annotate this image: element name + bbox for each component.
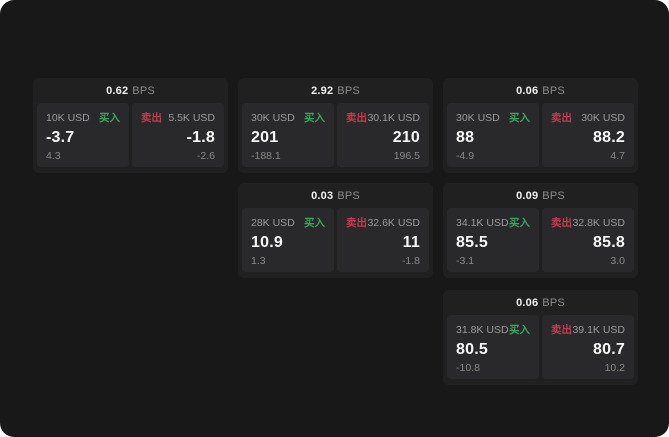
buy-delta: 1.3 bbox=[251, 254, 266, 267]
spread-value: 0.09 bbox=[516, 189, 539, 202]
buy-amount: 10K USD bbox=[46, 111, 90, 124]
quote-card[interactable]: 0.03 BPS 28K USD 买入 10.9 1.3 卖出 32.6K US… bbox=[238, 183, 433, 278]
sell-delta: -2.6 bbox=[196, 149, 215, 162]
sell-side-label: 卖出 bbox=[551, 112, 572, 124]
sell-amount: 5.5K USD bbox=[168, 111, 215, 124]
sell-amount: 30K USD bbox=[581, 111, 625, 124]
sell-side-label: 卖出 bbox=[141, 112, 162, 124]
quote-card[interactable]: 2.92 BPS 30K USD 买入 201 -188.1 卖出 30.1K … bbox=[238, 78, 433, 173]
buy-side-label: 买入 bbox=[304, 112, 325, 124]
buy-panel[interactable]: 34.1K USD 买入 85.5 -3.1 bbox=[447, 208, 539, 272]
buy-side-label: 买入 bbox=[509, 324, 530, 336]
spread-header: 0.06 BPS bbox=[443, 290, 638, 315]
sell-side-label: 卖出 bbox=[551, 217, 572, 229]
buy-side-label: 买入 bbox=[509, 112, 530, 124]
sell-delta: -1.8 bbox=[401, 254, 420, 267]
buy-price: 85.5 bbox=[456, 233, 488, 251]
spread-header: 0.06 BPS bbox=[443, 78, 638, 103]
quote-card[interactable]: 0.09 BPS 34.1K USD 买入 85.5 -3.1 卖出 32.8K… bbox=[443, 183, 638, 278]
buy-panel[interactable]: 31.8K USD 买入 80.5 -10.8 bbox=[447, 315, 539, 379]
sell-side-label: 卖出 bbox=[551, 324, 572, 336]
buy-side-label: 买入 bbox=[509, 217, 530, 229]
sell-price: 85.8 bbox=[593, 233, 625, 251]
buy-price: 88 bbox=[456, 128, 475, 146]
buy-amount: 31.8K USD bbox=[456, 323, 509, 336]
spread-unit-label: BPS bbox=[132, 84, 155, 97]
buy-amount: 30K USD bbox=[251, 111, 295, 124]
spread-unit-label: BPS bbox=[337, 84, 360, 97]
sell-delta: 10.2 bbox=[604, 361, 625, 374]
sell-panel[interactable]: 卖出 5.5K USD -1.8 -2.6 bbox=[132, 103, 224, 167]
quote-card[interactable]: 0.62 BPS 10K USD 买入 -3.7 4.3 卖出 5.5K USD… bbox=[33, 78, 228, 173]
sell-panel[interactable]: 卖出 32.6K USD 11 -1.8 bbox=[337, 208, 429, 272]
spread-header: 0.09 BPS bbox=[443, 183, 638, 208]
sell-panel[interactable]: 卖出 30.1K USD 210 196.5 bbox=[337, 103, 429, 167]
spread-unit-label: BPS bbox=[337, 189, 360, 202]
spread-header: 2.92 BPS bbox=[238, 78, 433, 103]
spread-unit-label: BPS bbox=[542, 189, 565, 202]
sell-delta: 4.7 bbox=[610, 149, 625, 162]
buy-panel[interactable]: 10K USD 买入 -3.7 4.3 bbox=[37, 103, 129, 167]
buy-side-label: 买入 bbox=[99, 112, 120, 124]
buy-price: 10.9 bbox=[251, 233, 283, 251]
spread-value: 0.03 bbox=[311, 189, 334, 202]
spread-value: 0.62 bbox=[106, 84, 129, 97]
sell-side-label: 卖出 bbox=[346, 112, 367, 124]
sell-amount: 39.1K USD bbox=[572, 323, 625, 336]
sell-price: 11 bbox=[402, 233, 420, 251]
buy-delta: -3.1 bbox=[456, 254, 475, 267]
buy-price: 201 bbox=[251, 128, 279, 146]
sell-amount: 30.1K USD bbox=[367, 111, 420, 124]
spread-value: 0.06 bbox=[516, 296, 539, 309]
spread-unit-label: BPS bbox=[542, 84, 565, 97]
spread-value: 0.06 bbox=[516, 84, 539, 97]
buy-delta: -188.1 bbox=[251, 149, 281, 162]
buy-amount: 30K USD bbox=[456, 111, 500, 124]
sell-side-label: 卖出 bbox=[346, 217, 367, 229]
buy-amount: 34.1K USD bbox=[456, 216, 509, 229]
sell-amount: 32.8K USD bbox=[572, 216, 625, 229]
sell-panel[interactable]: 卖出 32.8K USD 85.8 3.0 bbox=[542, 208, 634, 272]
sell-price: 80.7 bbox=[593, 340, 625, 358]
buy-price: -3.7 bbox=[46, 128, 75, 146]
sell-price: 88.2 bbox=[593, 128, 625, 146]
sell-delta: 3.0 bbox=[610, 254, 625, 267]
buy-price: 80.5 bbox=[456, 340, 488, 358]
spread-header: 0.62 BPS bbox=[33, 78, 228, 103]
sell-panel[interactable]: 卖出 39.1K USD 80.7 10.2 bbox=[542, 315, 634, 379]
buy-panel[interactable]: 28K USD 买入 10.9 1.3 bbox=[242, 208, 334, 272]
sell-delta: 196.5 bbox=[393, 149, 420, 162]
quote-card[interactable]: 0.06 BPS 30K USD 买入 88 -4.9 卖出 30K USD 8… bbox=[443, 78, 638, 173]
sell-amount: 32.6K USD bbox=[367, 216, 420, 229]
sell-price: -1.8 bbox=[186, 128, 215, 146]
buy-side-label: 买入 bbox=[304, 217, 325, 229]
sell-price: 210 bbox=[392, 128, 420, 146]
buy-panel[interactable]: 30K USD 买入 88 -4.9 bbox=[447, 103, 539, 167]
spread-unit-label: BPS bbox=[542, 296, 565, 309]
spread-header: 0.03 BPS bbox=[238, 183, 433, 208]
buy-panel[interactable]: 30K USD 买入 201 -188.1 bbox=[242, 103, 334, 167]
sell-panel[interactable]: 卖出 30K USD 88.2 4.7 bbox=[542, 103, 634, 167]
buy-amount: 28K USD bbox=[251, 216, 295, 229]
quote-card[interactable]: 0.06 BPS 31.8K USD 买入 80.5 -10.8 卖出 39.1… bbox=[443, 290, 638, 385]
spread-value: 2.92 bbox=[311, 84, 334, 97]
buy-delta: -10.8 bbox=[456, 361, 480, 374]
buy-delta: 4.3 bbox=[46, 149, 61, 162]
buy-delta: -4.9 bbox=[456, 149, 475, 162]
